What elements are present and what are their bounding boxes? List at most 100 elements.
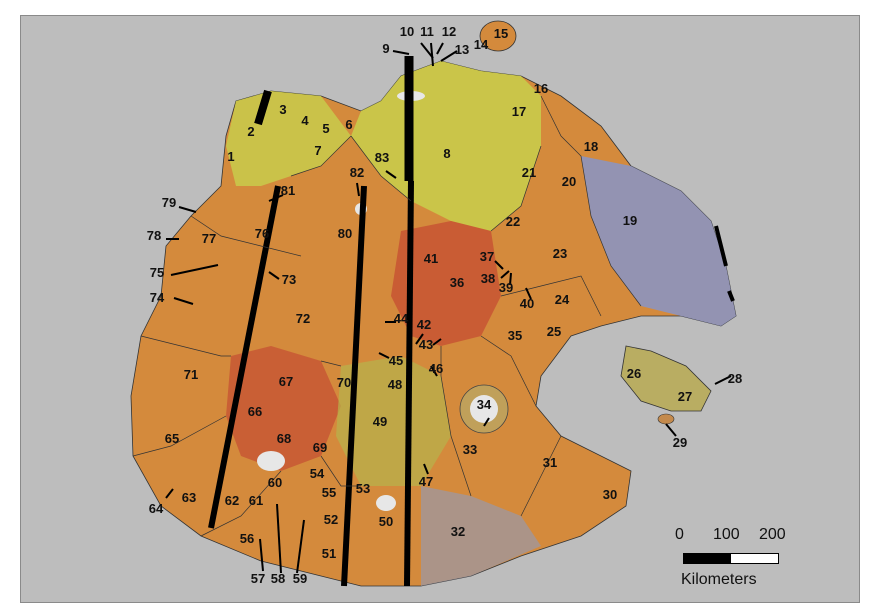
region-label-58: 58 xyxy=(271,571,285,586)
region-label-54: 54 xyxy=(310,466,325,481)
scale-unit-label: Kilometers xyxy=(681,571,757,588)
region-label-81: 81 xyxy=(281,183,295,198)
data-gap-stripe-6 xyxy=(714,225,728,267)
region-label-71: 71 xyxy=(184,367,198,382)
region-label-75: 75 xyxy=(150,265,164,280)
region-label-29: 29 xyxy=(673,435,687,450)
region-label-65: 65 xyxy=(165,431,179,446)
region-label-31: 31 xyxy=(543,455,557,470)
region-label-24: 24 xyxy=(555,292,570,307)
region-label-13: 13 xyxy=(455,42,469,57)
region-label-67: 67 xyxy=(279,374,293,389)
region-label-19: 19 xyxy=(623,213,637,228)
region-label-15: 15 xyxy=(494,26,508,41)
lake-60 xyxy=(257,451,285,471)
region-label-70: 70 xyxy=(337,375,351,390)
terrain-red-southwest xyxy=(226,346,341,471)
region-label-46: 46 xyxy=(429,361,443,376)
region-label-49: 49 xyxy=(373,414,387,429)
island-small xyxy=(657,413,675,425)
region-label-56: 56 xyxy=(240,531,254,546)
scale-tick-0: 0 xyxy=(675,526,684,543)
region-label-82: 82 xyxy=(350,165,364,180)
region-label-16: 16 xyxy=(534,81,548,96)
region-label-12: 12 xyxy=(442,24,456,39)
scale-tick-100: 100 xyxy=(713,526,740,543)
data-gap-stripe-2 xyxy=(208,185,281,529)
region-label-80: 80 xyxy=(338,226,352,241)
region-label-83: 83 xyxy=(375,150,389,165)
region-label-50: 50 xyxy=(379,514,393,529)
region-label-1: 1 xyxy=(227,149,234,164)
region-label-26: 26 xyxy=(627,366,641,381)
region-label-38: 38 xyxy=(481,271,495,286)
scale-bar-black-segment xyxy=(683,553,732,564)
region-label-21: 21 xyxy=(522,165,536,180)
lake-50 xyxy=(376,495,396,511)
region-label-68: 68 xyxy=(277,431,291,446)
region-label-32: 32 xyxy=(451,524,465,539)
region-label-4: 4 xyxy=(301,113,309,128)
region-label-11: 11 xyxy=(420,24,434,39)
unit-boundaries xyxy=(132,95,642,537)
region-label-27: 27 xyxy=(678,389,692,404)
region-label-18: 18 xyxy=(584,139,598,154)
region-label-79: 79 xyxy=(162,195,176,210)
island-north xyxy=(479,20,517,52)
region-label-35: 35 xyxy=(508,328,522,343)
island-east xyxy=(620,345,712,412)
region-label-10: 10 xyxy=(400,24,414,39)
data-gap-stripe-3 xyxy=(341,185,367,587)
region-label-28: 28 xyxy=(728,371,742,386)
region-label-62: 62 xyxy=(225,493,239,508)
region-label-30: 30 xyxy=(603,487,617,502)
terrain-blue-south xyxy=(421,486,541,586)
region-label-63: 63 xyxy=(182,490,196,505)
data-gap-stripe-1 xyxy=(254,89,272,126)
terrain-yellow-south xyxy=(336,356,451,486)
region-label-73: 73 xyxy=(282,272,296,287)
region-label-2: 2 xyxy=(247,124,254,139)
region-label-14: 14 xyxy=(474,37,489,52)
region-label-3: 3 xyxy=(279,102,286,117)
region-label-57: 57 xyxy=(251,571,265,586)
region-label-60: 60 xyxy=(268,475,282,490)
region-label-77: 77 xyxy=(202,231,216,246)
region-label-53: 53 xyxy=(356,481,370,496)
region-label-52: 52 xyxy=(324,512,338,527)
region-label-40: 40 xyxy=(520,296,534,311)
region-label-6: 6 xyxy=(345,117,352,132)
region-label-39: 39 xyxy=(499,280,513,295)
region-label-22: 22 xyxy=(506,214,520,229)
scale-bar: 0 100 200 Kilometers xyxy=(671,526,811,596)
region-label-34: 34 xyxy=(477,397,492,412)
scale-bar-white-segment xyxy=(730,553,779,564)
region-label-43: 43 xyxy=(419,337,433,352)
crater-34-floor xyxy=(470,395,498,423)
region-label-37: 37 xyxy=(480,249,494,264)
region-label-42: 42 xyxy=(417,317,431,332)
region-label-8: 8 xyxy=(443,146,450,161)
region-label-61: 61 xyxy=(249,493,263,508)
terrain-yellow-north xyxy=(351,61,541,231)
region-label-78: 78 xyxy=(147,228,161,243)
region-label-64: 64 xyxy=(149,501,164,516)
region-label-20: 20 xyxy=(562,174,576,189)
region-label-25: 25 xyxy=(547,324,561,339)
region-label-72: 72 xyxy=(296,311,310,326)
region-label-9: 9 xyxy=(382,41,389,56)
region-label-33: 33 xyxy=(463,442,477,457)
region-label-66: 66 xyxy=(248,404,262,419)
region-label-55: 55 xyxy=(322,485,336,500)
data-gap-stripe-5 xyxy=(404,180,414,587)
label-leaders xyxy=(165,42,732,574)
region-label-48: 48 xyxy=(388,377,402,392)
region-label-23: 23 xyxy=(553,246,567,261)
map-frame: 1 2 3 4 5 6 7 8 9 10 11 12 13 14 15 16 17 18 19 20 21 22 23 24 2… xyxy=(20,15,860,603)
region-label-45: 45 xyxy=(389,353,403,368)
region-label-44: 44 xyxy=(394,311,409,326)
region-label-41: 41 xyxy=(424,251,438,266)
terrain-red-central xyxy=(391,221,501,346)
region-label-69: 69 xyxy=(313,440,327,455)
